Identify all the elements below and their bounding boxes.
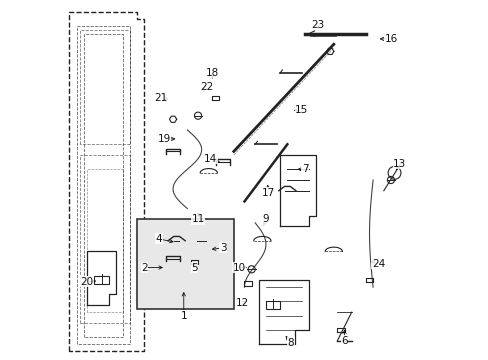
Text: 16: 16 [384,34,397,44]
Text: 17: 17 [262,188,275,198]
Text: 13: 13 [392,159,406,169]
Text: 9: 9 [262,214,269,224]
Text: 24: 24 [371,259,384,269]
Text: 10: 10 [232,262,245,273]
Text: 11: 11 [191,214,204,224]
Text: 8: 8 [287,338,294,347]
Text: 5: 5 [191,262,198,273]
Bar [265,301,280,309]
Text: 18: 18 [205,68,219,78]
Text: 19: 19 [157,134,170,144]
FancyBboxPatch shape [137,219,233,309]
Text: 21: 21 [154,93,167,103]
Bar [94,276,108,284]
Text: 4: 4 [155,234,162,244]
Text: 14: 14 [203,154,217,163]
Text: 12: 12 [236,298,249,308]
Text: 7: 7 [301,164,308,174]
Text: 22: 22 [200,82,213,92]
Text: 23: 23 [310,19,324,30]
Text: 6: 6 [341,336,347,346]
Text: 15: 15 [294,105,307,115]
Text: 3: 3 [219,243,226,253]
Text: 2: 2 [141,262,147,273]
Text: 20: 20 [80,277,93,287]
Text: 1: 1 [180,311,187,321]
